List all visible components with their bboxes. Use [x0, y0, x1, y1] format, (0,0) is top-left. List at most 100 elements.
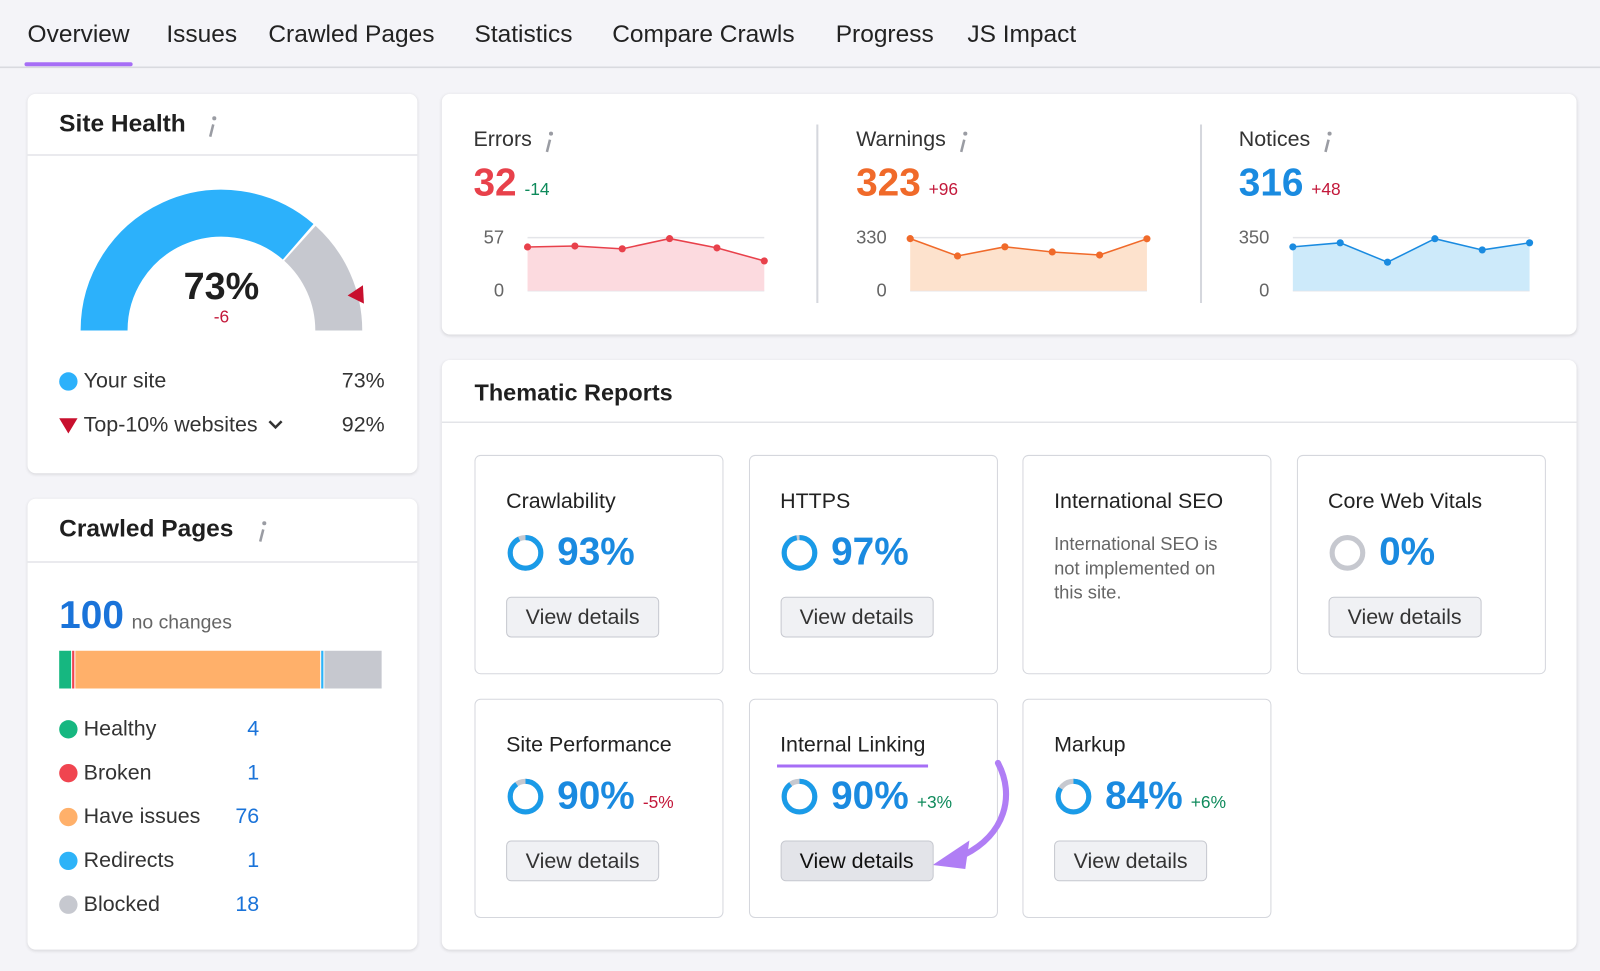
tab[interactable]: Issues: [166, 20, 238, 48]
sparkline-area: [910, 238, 1147, 291]
sparkline-point: [1096, 251, 1104, 259]
sparkline-point: [713, 244, 721, 252]
sparkline-point: [523, 243, 532, 251]
legend-dot: [59, 851, 78, 871]
card-title: Site Health: [59, 110, 186, 138]
legend-value: 1: [247, 760, 260, 785]
info-icon: [208, 124, 215, 137]
issue-change: +96: [928, 179, 958, 199]
view-details-button[interactable]: View details: [506, 596, 660, 638]
y-tick-label: 0: [493, 279, 505, 301]
view-details-button[interactable]: View details: [1054, 840, 1208, 882]
sparkline-area: [1292, 238, 1530, 291]
sparkline-point: [1001, 243, 1009, 251]
issues-card: [441, 93, 1577, 335]
sparkline-point: [1289, 243, 1297, 251]
report-name: Crawlability: [506, 489, 616, 514]
issue-count: 316: [1238, 161, 1304, 205]
report-score: 93%: [557, 530, 635, 574]
report-score: 90%: [557, 774, 635, 818]
legend-label: Healthy: [83, 717, 157, 741]
y-tick-label: 330: [856, 226, 887, 248]
legend-label: Broken: [83, 760, 152, 785]
legend-dot: [59, 807, 78, 827]
sparkline-point: [1383, 258, 1392, 266]
y-tick-label: 0: [876, 279, 887, 301]
view-details-button[interactable]: View details: [506, 840, 660, 882]
issue-count: 323: [856, 161, 921, 205]
report-score: 90%: [831, 774, 909, 818]
dropdown-chevron: [268, 420, 283, 430]
y-tick-label: 0: [1259, 279, 1270, 301]
gauge-your-site: [80, 189, 314, 332]
crawled-bar-segment: [72, 650, 75, 689]
annotation-arrow: [961, 759, 1010, 858]
sparkline: [1292, 237, 1530, 264]
tab[interactable]: JS Impact: [967, 20, 1077, 48]
crawled-bar-segment: [321, 650, 324, 689]
legend-value: 92%: [341, 413, 385, 437]
crawled-bar-segment: [59, 650, 72, 689]
sparkline-point: [1336, 239, 1344, 247]
ring-value: [781, 778, 818, 815]
sparkline-point: [953, 252, 962, 260]
site-health-change: -6: [213, 307, 230, 327]
tab[interactable]: Progress: [835, 20, 934, 48]
info-icon: [959, 139, 966, 153]
sparkline-point: [1143, 235, 1151, 243]
view-details-button[interactable]: View details: [780, 840, 934, 882]
report-change: -5%: [642, 792, 674, 812]
gauge-top10-marker: [347, 285, 364, 304]
legend-label: Your site: [83, 369, 167, 393]
sparkline: [909, 237, 1148, 257]
tab[interactable]: Overview: [27, 20, 130, 48]
y-tick-label: 57: [483, 226, 505, 248]
gauge-rest: [283, 225, 363, 332]
sparkline: [527, 237, 765, 262]
legend-value: 73%: [341, 369, 385, 393]
info-icon: [258, 529, 265, 542]
report-card: [1022, 454, 1272, 675]
info-icon: [1324, 139, 1330, 153]
issue-change: +48: [1311, 179, 1341, 199]
legend-dot: [59, 372, 78, 391]
legend-label: Top-10% websites: [83, 413, 258, 437]
issue-label: Errors: [473, 127, 532, 151]
legend-value: 4: [247, 717, 260, 741]
info-icon: [545, 139, 552, 153]
report-name: Internal Linking: [780, 733, 926, 757]
card-title: Crawled Pages: [59, 515, 234, 543]
report-name: International SEO: [1054, 489, 1224, 514]
tab[interactable]: Compare Crawls: [612, 20, 795, 48]
info-icon-dot: [1327, 131, 1332, 136]
annotation-arrowhead: [932, 840, 970, 870]
report-change: +6%: [1190, 792, 1227, 812]
tab[interactable]: Statistics: [474, 20, 573, 48]
sparkline-point: [1048, 248, 1056, 256]
view-details-button[interactable]: View details: [780, 596, 934, 638]
sparkline-area: [527, 238, 765, 291]
legend-triangle: [59, 418, 78, 434]
site-health-score: 73%: [183, 265, 260, 308]
info-icon-dot: [548, 131, 554, 136]
ring-value: [507, 534, 544, 571]
info-icon-dot: [212, 116, 217, 121]
report-name: Markup: [1054, 733, 1126, 757]
crawled-bar-segment: [75, 650, 321, 689]
legend-value: 1: [247, 848, 260, 873]
ring-value: [781, 534, 818, 571]
sparkline-point: [1431, 235, 1439, 243]
view-details-button[interactable]: View details: [1328, 596, 1482, 638]
legend-dot: [59, 895, 78, 914]
y-tick-label: 350: [1238, 226, 1270, 248]
crawled-bar-segment: [324, 650, 382, 689]
report-name: HTTPS: [780, 489, 851, 514]
crawled-change: no changes: [131, 612, 232, 634]
tab[interactable]: Crawled Pages: [268, 20, 435, 48]
report-note: International SEO is not implemented on …: [1054, 533, 1218, 603]
report-change: +3%: [916, 792, 953, 812]
sparkline-point: [760, 257, 768, 265]
sparkline-point: [571, 242, 579, 250]
